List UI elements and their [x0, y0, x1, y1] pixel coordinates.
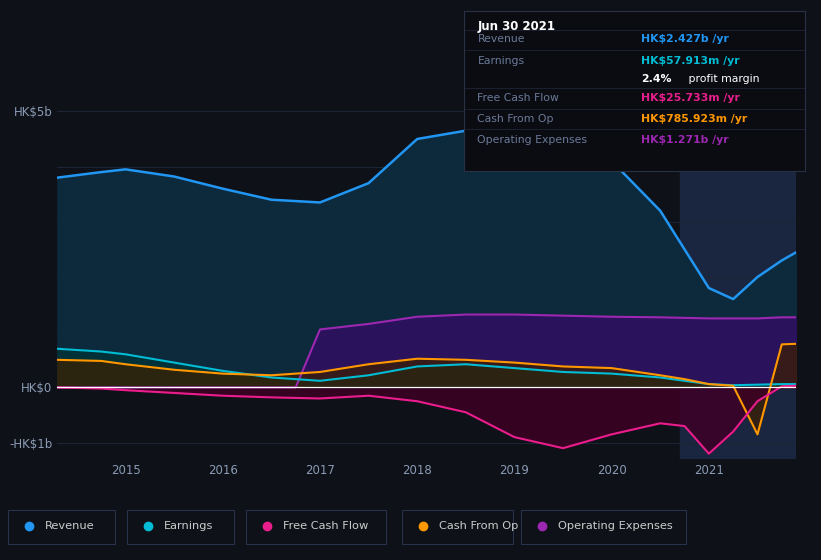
Text: HK$1.271b /yr: HK$1.271b /yr [641, 134, 729, 144]
Text: Free Cash Flow: Free Cash Flow [478, 93, 559, 103]
Bar [402, 510, 513, 544]
Text: Earnings: Earnings [478, 55, 525, 66]
Text: Operating Expenses: Operating Expenses [478, 134, 588, 144]
Bar [521, 510, 686, 544]
Text: Operating Expenses: Operating Expenses [558, 521, 673, 531]
Text: HK$25.733m /yr: HK$25.733m /yr [641, 93, 740, 103]
Text: Cash From Op: Cash From Op [478, 114, 554, 124]
Bar [8, 510, 115, 544]
Text: Jun 30 2021: Jun 30 2021 [478, 20, 556, 33]
Bar [680, 67, 796, 459]
Bar [246, 510, 386, 544]
Text: Revenue: Revenue [45, 521, 94, 531]
Text: HK$57.913m /yr: HK$57.913m /yr [641, 55, 740, 66]
Text: HK$2.427b /yr: HK$2.427b /yr [641, 34, 729, 44]
Text: profit margin: profit margin [686, 74, 759, 84]
Text: HK$785.923m /yr: HK$785.923m /yr [641, 114, 747, 124]
Text: Cash From Op: Cash From Op [439, 521, 519, 531]
Text: Revenue: Revenue [478, 34, 525, 44]
Text: 2.4%: 2.4% [641, 74, 672, 84]
Bar [127, 510, 234, 544]
Text: Free Cash Flow: Free Cash Flow [283, 521, 369, 531]
Text: Earnings: Earnings [164, 521, 213, 531]
